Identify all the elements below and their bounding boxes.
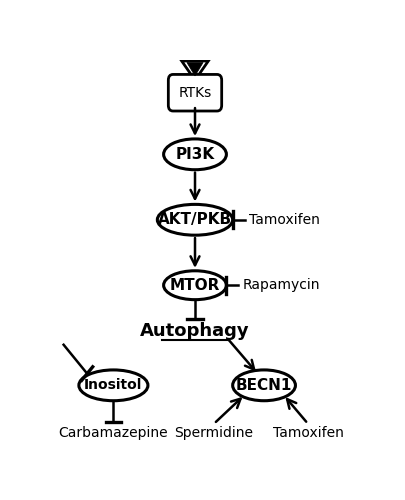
Ellipse shape	[157, 204, 232, 235]
Text: AKT/PKB: AKT/PKB	[158, 212, 232, 228]
Polygon shape	[182, 61, 208, 80]
Text: Carbamazepine: Carbamazepine	[59, 426, 168, 440]
Polygon shape	[187, 62, 203, 76]
FancyBboxPatch shape	[168, 74, 222, 111]
Text: BECN1: BECN1	[236, 378, 292, 393]
Ellipse shape	[232, 370, 295, 400]
Text: Rapamycin: Rapamycin	[243, 278, 320, 292]
Text: Inositol: Inositol	[84, 378, 143, 392]
Text: RTKs: RTKs	[178, 86, 212, 100]
Text: Tamoxifen: Tamoxifen	[249, 213, 320, 227]
Text: Tamoxifen: Tamoxifen	[273, 426, 343, 440]
Ellipse shape	[164, 139, 226, 170]
Text: Autophagy: Autophagy	[140, 322, 250, 340]
Text: PI3K: PI3K	[175, 147, 215, 162]
Ellipse shape	[164, 271, 226, 300]
Text: MTOR: MTOR	[170, 278, 220, 292]
Text: Spermidine: Spermidine	[174, 426, 254, 440]
Ellipse shape	[79, 370, 148, 400]
